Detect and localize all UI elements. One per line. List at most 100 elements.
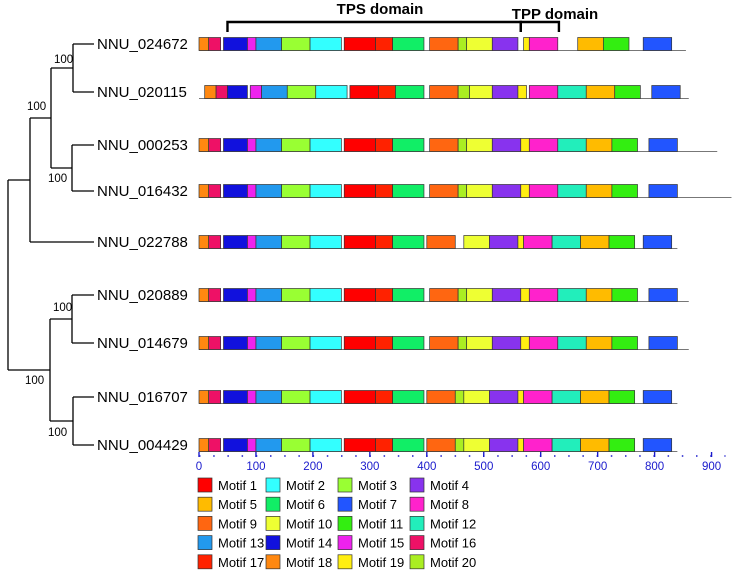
motif-box xyxy=(469,85,493,99)
motif-box xyxy=(551,390,581,404)
motif-box xyxy=(557,288,587,302)
motif-box xyxy=(466,184,493,198)
motif-box xyxy=(585,288,613,302)
motif-box xyxy=(429,288,459,302)
motif-box xyxy=(466,288,493,302)
motif-box xyxy=(309,184,342,198)
length-axis: 0 100 200 300 400 500 600 700 800 900 xyxy=(196,452,726,473)
motif-box xyxy=(281,138,311,152)
motif-box xyxy=(457,138,468,152)
legend-label: Motif 20 xyxy=(430,555,476,570)
motif-box xyxy=(198,438,210,452)
motif-box xyxy=(611,184,638,198)
gene-row: NNU_020115 xyxy=(97,84,689,101)
motif-box xyxy=(580,390,610,404)
motif-box xyxy=(255,288,282,302)
legend-item: Motif 3 xyxy=(337,477,397,493)
motif-box xyxy=(309,438,342,452)
motif-box xyxy=(392,390,425,404)
motif-box xyxy=(261,85,288,99)
motif-box xyxy=(392,37,425,51)
motif-box xyxy=(208,390,221,404)
legend-label: Motif 14 xyxy=(286,536,332,551)
legend-swatch xyxy=(197,554,213,570)
motif-box xyxy=(223,235,248,249)
motif-box xyxy=(426,438,456,452)
motif-box xyxy=(343,288,376,302)
legend-swatch xyxy=(197,535,213,550)
gene-row: NNU_004429 xyxy=(97,437,678,454)
motif-box xyxy=(466,37,493,51)
motif-box xyxy=(457,336,468,350)
motif-box xyxy=(309,288,342,302)
legend-swatch xyxy=(265,554,281,570)
legend-swatch xyxy=(265,496,281,512)
motif-box xyxy=(551,235,581,249)
motif-box xyxy=(648,288,678,302)
motif-box xyxy=(343,438,376,452)
motif-box xyxy=(392,235,425,249)
motif-box xyxy=(642,235,673,249)
motif-box xyxy=(208,138,221,152)
motif-box xyxy=(454,390,465,404)
motif-box xyxy=(466,336,493,350)
motif-box xyxy=(523,390,553,404)
motif-box xyxy=(208,288,221,302)
motif-box xyxy=(457,288,468,302)
gene-tracks: NNU_024672 NNU_020115 NNU_000253 NNU_016432… xyxy=(97,36,732,454)
axis-tick-label: 500 xyxy=(474,461,493,473)
motif-box xyxy=(343,235,376,249)
motif-box xyxy=(642,37,673,51)
motif-box xyxy=(378,85,396,99)
motif-box xyxy=(281,37,311,51)
motif-box xyxy=(198,336,210,350)
motif-box xyxy=(392,438,425,452)
motif-box xyxy=(648,184,678,198)
gene-name: NNU_016432 xyxy=(97,183,188,200)
motif-box xyxy=(223,184,248,198)
motif-box xyxy=(457,85,470,99)
motif-box xyxy=(343,184,376,198)
legend-item: Motif 6 xyxy=(265,496,325,512)
motif-box xyxy=(198,390,210,404)
motif-box xyxy=(489,235,519,249)
axis-tick-label: 900 xyxy=(702,461,721,473)
legend-item: Motif 2 xyxy=(265,477,325,493)
motif-box xyxy=(343,390,376,404)
motif-box xyxy=(429,336,459,350)
motif-box xyxy=(281,390,311,404)
gene-row: NNU_016707 xyxy=(97,389,678,406)
motif-box xyxy=(463,390,490,404)
domain-label: TPS domain xyxy=(337,1,424,18)
legend-label: Motif 18 xyxy=(286,555,332,570)
motif-box xyxy=(223,288,248,302)
motif-box xyxy=(528,138,559,152)
motif-box xyxy=(208,336,221,350)
motif-box xyxy=(585,336,613,350)
motif-box xyxy=(551,438,581,452)
motif-box xyxy=(608,235,636,249)
gene-name: NNU_022788 xyxy=(97,234,188,251)
axis-tick-label: 300 xyxy=(360,461,379,473)
legend-label: Motif 6 xyxy=(286,497,325,512)
motif-box xyxy=(208,438,221,452)
legend-label: Motif 13 xyxy=(218,536,264,551)
motif-box xyxy=(517,390,524,404)
legend-swatch xyxy=(265,516,281,531)
gene-name: NNU_014679 xyxy=(97,335,188,352)
gene-row: NNU_016432 xyxy=(97,183,732,200)
motif-box xyxy=(227,85,248,99)
motif-box xyxy=(528,184,559,198)
motif-box xyxy=(343,138,376,152)
legend-swatch xyxy=(409,554,425,570)
motif-box xyxy=(198,288,210,302)
motif-box xyxy=(392,138,425,152)
phylogenetic-tree xyxy=(7,43,94,446)
gene-row: NNU_022788 xyxy=(97,234,678,251)
domain-label: TPP domain xyxy=(512,6,598,23)
gene-name: NNU_020889 xyxy=(97,287,188,304)
axis-tick-label: 100 xyxy=(246,461,265,473)
motif-box xyxy=(255,184,282,198)
motif-box xyxy=(247,438,257,452)
